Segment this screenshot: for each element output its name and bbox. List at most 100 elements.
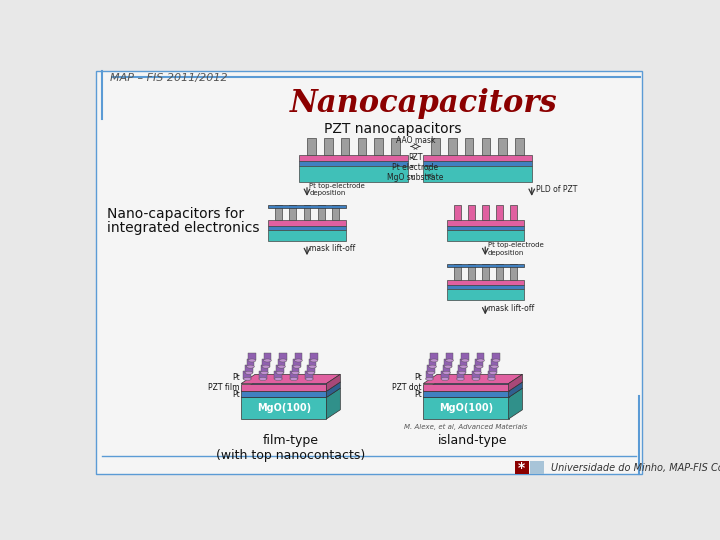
Bar (496, 205, 503, 220)
Bar (304, 205, 310, 220)
Text: Pt top-electrode
deposition: Pt top-electrode deposition (487, 242, 544, 255)
Polygon shape (508, 388, 523, 419)
Ellipse shape (431, 359, 438, 362)
Text: AAO mask: AAO mask (396, 136, 436, 145)
Ellipse shape (307, 372, 315, 374)
Polygon shape (261, 365, 269, 373)
Polygon shape (443, 365, 451, 373)
Polygon shape (423, 388, 523, 397)
Polygon shape (293, 359, 301, 367)
Polygon shape (246, 359, 254, 367)
Text: PZT film: PZT film (208, 383, 240, 392)
Ellipse shape (274, 377, 282, 381)
Ellipse shape (293, 365, 301, 368)
Polygon shape (477, 353, 485, 361)
Text: PZT: PZT (408, 153, 423, 163)
Polygon shape (326, 374, 341, 392)
Ellipse shape (276, 372, 284, 374)
Bar (318, 205, 325, 220)
Text: PZT nanocapacitors: PZT nanocapacitors (323, 122, 461, 136)
Polygon shape (241, 388, 341, 397)
Bar (431, 138, 440, 155)
Bar (515, 138, 523, 155)
Polygon shape (292, 365, 300, 373)
Bar (515, 461, 528, 475)
Ellipse shape (443, 372, 451, 374)
Ellipse shape (262, 365, 270, 368)
Polygon shape (458, 365, 466, 373)
Polygon shape (277, 359, 285, 367)
Polygon shape (431, 353, 438, 361)
Ellipse shape (474, 372, 482, 374)
Bar (289, 205, 297, 220)
Bar (498, 138, 507, 155)
Polygon shape (307, 365, 315, 373)
Text: MgO substrate: MgO substrate (387, 173, 444, 183)
Ellipse shape (472, 377, 480, 381)
Polygon shape (259, 372, 266, 379)
Bar (496, 264, 503, 280)
Polygon shape (243, 372, 251, 379)
Polygon shape (309, 359, 316, 367)
Bar (446, 285, 524, 289)
Ellipse shape (456, 377, 464, 381)
Polygon shape (294, 353, 302, 361)
Polygon shape (427, 365, 435, 373)
Polygon shape (456, 372, 464, 379)
Bar (332, 205, 338, 220)
Text: Pt: Pt (232, 373, 240, 382)
Bar (391, 138, 400, 155)
Bar (423, 161, 532, 166)
Ellipse shape (475, 365, 483, 368)
Polygon shape (326, 382, 341, 397)
Polygon shape (474, 365, 482, 373)
Ellipse shape (428, 365, 436, 368)
Polygon shape (492, 353, 500, 361)
Polygon shape (508, 374, 523, 392)
Bar (482, 138, 490, 155)
Polygon shape (444, 359, 452, 367)
Polygon shape (441, 372, 449, 379)
Text: Pt: Pt (232, 390, 240, 399)
Bar (374, 138, 383, 155)
Bar (423, 397, 508, 419)
Polygon shape (428, 359, 436, 367)
Polygon shape (426, 372, 433, 379)
Polygon shape (274, 372, 282, 379)
Ellipse shape (246, 365, 254, 368)
Ellipse shape (305, 377, 313, 381)
Bar (269, 220, 346, 226)
Text: Pt electrode: Pt electrode (392, 163, 438, 172)
Ellipse shape (427, 372, 435, 374)
Ellipse shape (290, 377, 297, 381)
Ellipse shape (490, 365, 498, 368)
Text: *: * (518, 461, 525, 475)
Bar (300, 161, 408, 166)
Text: Nano-capacitors for: Nano-capacitors for (107, 207, 244, 221)
Text: PLD of PZT: PLD of PZT (536, 185, 577, 194)
Text: island-type: island-type (438, 434, 508, 448)
Text: MgO(100): MgO(100) (257, 403, 311, 413)
Text: film-type
(with top nanocontacts): film-type (with top nanocontacts) (216, 434, 365, 462)
Ellipse shape (292, 372, 300, 374)
Bar (446, 230, 524, 241)
Ellipse shape (279, 359, 287, 362)
Text: mask lift-off: mask lift-off (310, 244, 356, 253)
Bar (482, 205, 489, 220)
Polygon shape (423, 374, 523, 383)
Polygon shape (262, 359, 270, 367)
Polygon shape (276, 365, 284, 373)
Ellipse shape (259, 377, 266, 381)
Ellipse shape (294, 359, 302, 362)
Bar (423, 392, 508, 397)
Ellipse shape (462, 359, 469, 362)
Text: Universidade do Minho, MAP-FIS Conf.: Universidade do Minho, MAP-FIS Conf. (551, 462, 720, 472)
Polygon shape (241, 374, 341, 383)
Polygon shape (326, 388, 341, 419)
Bar (446, 226, 524, 230)
Bar (241, 383, 326, 392)
Bar (423, 383, 508, 392)
Ellipse shape (245, 372, 253, 374)
Polygon shape (248, 353, 256, 361)
Ellipse shape (492, 359, 500, 362)
